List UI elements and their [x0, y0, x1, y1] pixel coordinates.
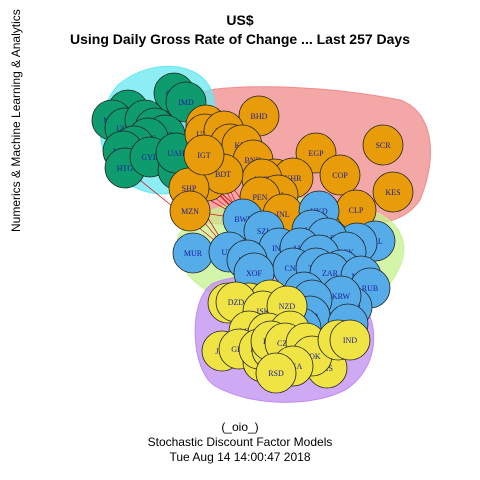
node-label: UAH	[167, 149, 185, 158]
node-label: INL	[276, 210, 289, 219]
node-label: IND	[343, 336, 357, 345]
node-label: KES	[385, 188, 400, 197]
node-label: BHD	[251, 112, 268, 121]
node-label: NOK	[303, 352, 321, 361]
node-label: INR	[272, 244, 286, 253]
node-igt: IGT	[183, 134, 225, 176]
node-label: IMD	[178, 98, 194, 107]
footer-timestamp: Tue Aug 14 14:00:47 2018	[169, 450, 311, 464]
node-mur: MUR	[172, 232, 214, 274]
chart-title: US$	[226, 12, 254, 28]
node-label: EGP	[308, 149, 324, 158]
chart-subtitle: Using Daily Gross Rate of Change ... Las…	[70, 31, 410, 47]
node-kes: KES	[372, 171, 414, 213]
node-label: XOF	[246, 269, 263, 278]
footer-signature: (_oio_)	[221, 420, 259, 434]
node-circle	[362, 124, 404, 166]
node-circle	[329, 319, 371, 361]
node-label: ISK	[257, 307, 270, 316]
node-cop: COP	[319, 154, 361, 196]
node-label: PEN	[252, 193, 267, 202]
node-circle	[255, 352, 297, 394]
node-label: RSD	[268, 369, 284, 378]
node-label: BWP	[234, 215, 252, 224]
node-label: DZD	[228, 298, 245, 307]
node-label: BDT	[215, 170, 231, 179]
node-circle	[169, 190, 211, 232]
node-label: CNY	[285, 264, 302, 273]
node-scr: SCR	[362, 124, 404, 166]
node-label: IGT	[197, 151, 210, 160]
node-label: BND	[245, 156, 262, 165]
node-label: KRW	[332, 292, 351, 301]
node-label: SHP	[182, 184, 197, 193]
node-label: MZN	[181, 207, 199, 216]
node-label: CZK	[277, 339, 293, 348]
node-label: SZL	[257, 227, 271, 236]
node-label: COP	[332, 171, 348, 180]
node-circle	[319, 154, 361, 196]
node-rsd: RSD	[255, 352, 297, 394]
node-label: NZD	[279, 302, 296, 311]
node-label: GYD	[141, 153, 159, 162]
node-label: HTG	[117, 164, 134, 173]
node-label: SCR	[375, 141, 391, 150]
node-label: ZAR	[322, 269, 339, 278]
node-label: CLP	[349, 206, 364, 215]
node-mzn: MZN	[169, 190, 211, 232]
node-label: KHR	[285, 174, 303, 183]
node-ind: IND	[329, 319, 371, 361]
graph-nodes: OHSIMDPYGMDLUGXANGBZDKWDGHSCRCMMKHTGGYDN…	[91, 72, 414, 394]
node-circle	[183, 134, 225, 176]
node-circle	[372, 171, 414, 213]
node-label: RUB	[362, 284, 378, 293]
footer-model-name: Stochastic Discount Factor Models	[147, 435, 333, 449]
node-label: MUR	[184, 249, 203, 258]
